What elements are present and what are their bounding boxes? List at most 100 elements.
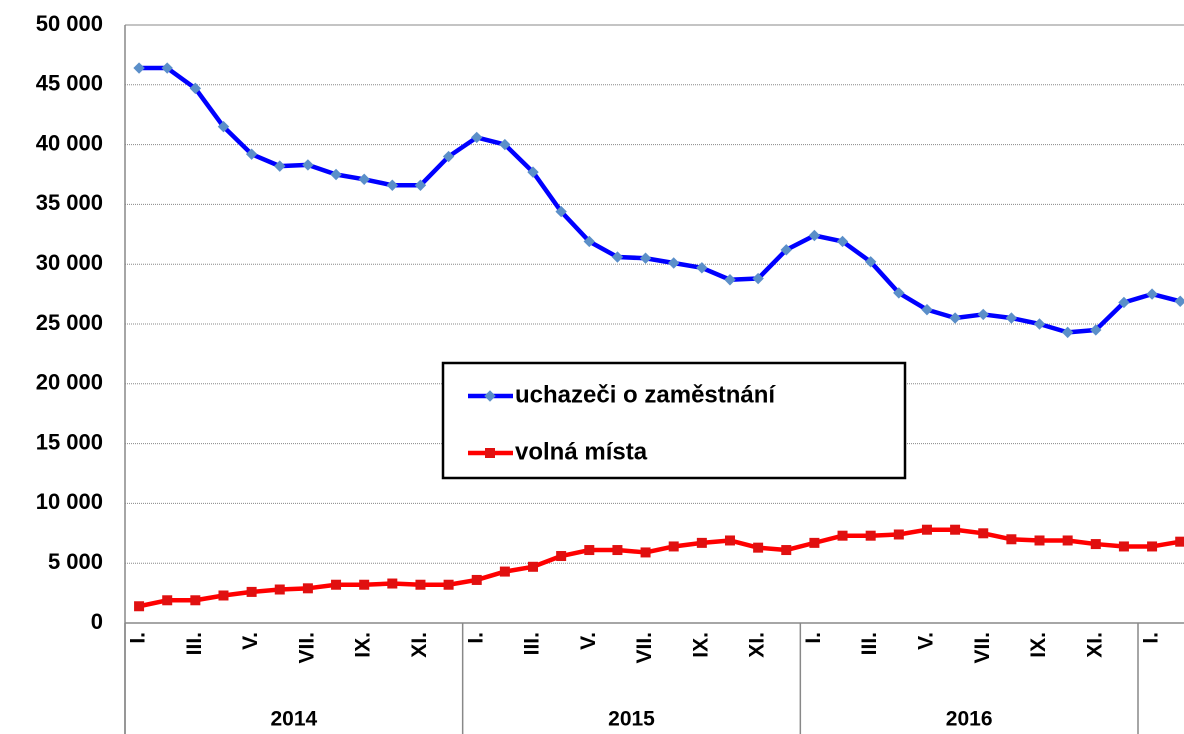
x-tick-label: I.: [464, 632, 487, 644]
marker: [331, 579, 342, 590]
marker: [978, 528, 989, 539]
marker: [921, 303, 933, 316]
marker: [527, 166, 539, 178]
x-tick-label: VII.: [633, 632, 656, 664]
marker: [1090, 539, 1101, 550]
marker: [921, 524, 932, 535]
x-tick-label: XI.: [746, 632, 769, 658]
marker: [724, 274, 736, 286]
marker: [443, 579, 454, 590]
marker: [471, 574, 482, 585]
marker: [808, 229, 821, 242]
marker: [189, 82, 202, 95]
marker: [218, 590, 229, 601]
marker: [668, 257, 680, 269]
marker: [133, 62, 145, 74]
legend-label: uchazeči o zaměstnání: [515, 381, 776, 408]
marker: [1061, 326, 1074, 339]
marker: [1033, 318, 1046, 330]
y-tick-label: 35 000: [36, 190, 103, 215]
legend-box: [441, 361, 907, 480]
marker: [837, 530, 848, 541]
marker: [836, 235, 849, 248]
marker: [217, 120, 230, 133]
x-tick-label: I.: [1140, 632, 1163, 644]
marker: [1175, 536, 1184, 547]
marker: [753, 542, 764, 553]
marker: [274, 160, 286, 172]
x-tick-label: I.: [127, 632, 150, 644]
marker: [1006, 534, 1017, 545]
marker: [1062, 535, 1073, 546]
marker: [950, 524, 961, 535]
marker: [1118, 296, 1130, 309]
x-tick-label: XI.: [1083, 632, 1106, 658]
marker: [1090, 324, 1102, 336]
x-tick-label: VII.: [295, 632, 318, 664]
y-tick-label: 45 000: [36, 71, 103, 96]
marker: [977, 308, 989, 321]
marker: [724, 535, 735, 546]
marker: [864, 256, 877, 268]
marker: [893, 529, 904, 540]
marker: [245, 148, 258, 160]
y-tick-label: 30 000: [36, 250, 103, 275]
marker: [499, 566, 510, 577]
marker: [809, 537, 820, 548]
marker: [780, 244, 792, 256]
x-tick-label: VII.: [971, 632, 994, 664]
x-tick-label: III.: [183, 632, 206, 655]
marker: [484, 390, 496, 402]
marker: [1034, 535, 1045, 546]
x-tick-label: IX.: [1027, 632, 1050, 658]
marker: [528, 561, 539, 572]
marker: [162, 595, 173, 606]
y-tick-label: 5 000: [48, 549, 103, 574]
x-tick-label: III.: [858, 632, 881, 655]
marker: [442, 150, 455, 163]
marker: [387, 578, 398, 589]
y-tick-label: 15 000: [36, 429, 103, 454]
group-label: 2015: [608, 708, 655, 731]
marker: [556, 551, 567, 562]
x-tick-label: XI.: [408, 632, 431, 658]
marker: [1146, 288, 1158, 300]
marker: [611, 251, 624, 263]
x-tick-label: IX.: [352, 632, 375, 658]
y-tick-label: 50 000: [36, 11, 103, 36]
marker: [584, 545, 595, 556]
marker: [752, 272, 764, 285]
marker: [1005, 312, 1018, 324]
y-tick-label: 40 000: [36, 130, 103, 155]
marker: [302, 583, 313, 594]
marker: [414, 179, 427, 191]
marker: [330, 168, 342, 181]
marker: [302, 159, 314, 171]
y-tick-label: 20 000: [36, 370, 103, 395]
legend-label: volná místa: [515, 438, 648, 465]
marker: [1174, 295, 1184, 307]
group-label: 2016: [946, 708, 993, 731]
marker: [781, 545, 792, 556]
x-tick-label: V.: [239, 632, 262, 650]
marker: [471, 131, 483, 144]
marker: [668, 541, 679, 552]
marker: [359, 579, 370, 590]
marker: [640, 547, 651, 558]
marker: [639, 252, 652, 264]
x-tick-label: V.: [577, 632, 600, 650]
marker: [246, 586, 257, 597]
marker: [134, 601, 145, 612]
x-tick-label: III.: [521, 632, 544, 655]
marker: [949, 312, 961, 324]
marker: [386, 179, 399, 191]
marker: [499, 138, 511, 151]
marker: [1147, 541, 1158, 552]
marker: [612, 545, 623, 556]
marker: [865, 530, 876, 541]
marker: [1118, 541, 1129, 552]
marker: [893, 287, 905, 299]
series-line: [139, 65, 1181, 335]
group-label: 2014: [270, 708, 317, 731]
